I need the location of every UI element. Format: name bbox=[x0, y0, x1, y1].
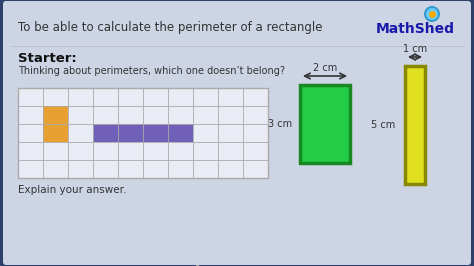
Bar bbox=[18, 88, 268, 178]
Bar bbox=[300, 85, 350, 163]
Bar bbox=[43, 124, 68, 142]
Text: 1 cm: 1 cm bbox=[403, 44, 427, 54]
Text: MathShed: MathShed bbox=[375, 22, 455, 36]
Text: Thinking about perimeters, which one doesn’t belong?: Thinking about perimeters, which one doe… bbox=[18, 66, 285, 76]
Text: Starter:: Starter: bbox=[18, 52, 77, 65]
Bar bbox=[143, 124, 168, 142]
Bar bbox=[405, 66, 425, 184]
FancyBboxPatch shape bbox=[3, 1, 471, 265]
Text: 2 cm: 2 cm bbox=[313, 63, 337, 73]
Bar bbox=[43, 106, 68, 124]
Circle shape bbox=[426, 8, 438, 20]
Text: 5 cm: 5 cm bbox=[371, 120, 395, 130]
Text: To be able to calculate the perimeter of a rectangle: To be able to calculate the perimeter of… bbox=[18, 22, 322, 35]
Circle shape bbox=[424, 6, 440, 22]
Bar bbox=[118, 124, 143, 142]
Text: Explain your answer.: Explain your answer. bbox=[18, 185, 127, 195]
Bar bbox=[93, 124, 118, 142]
Bar bbox=[168, 124, 193, 142]
Text: 3 cm: 3 cm bbox=[268, 119, 292, 129]
